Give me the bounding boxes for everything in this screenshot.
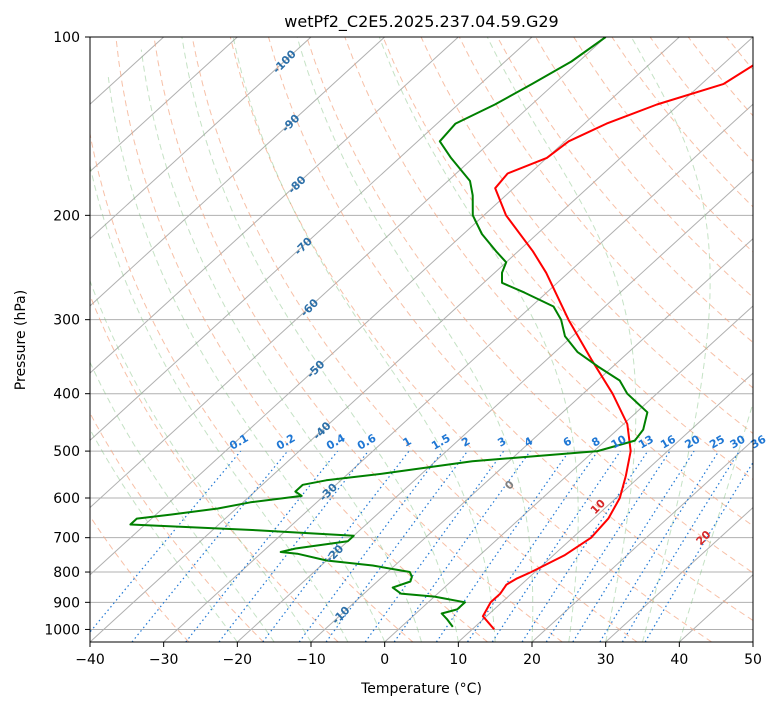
isotherm-line — [531, 439, 753, 642]
y-tick-label: 1000 — [44, 622, 80, 638]
mixing-ratio-line — [466, 450, 599, 642]
moist-adiabat-line — [630, 37, 711, 642]
y-axis-label: Pressure (hPa) — [13, 290, 29, 390]
moist-adiabat-line — [140, 49, 422, 642]
dry-adiabat-line — [153, 37, 563, 642]
dry-adiabat-line — [306, 37, 753, 574]
mixing-ratio-line — [521, 450, 649, 642]
dry-adiabat-line — [496, 37, 753, 344]
moist-adiabat-line — [296, 37, 534, 642]
plot-frame — [89, 36, 754, 643]
y-axis: 100 200 300 400 500 600 700 800 900 1000 — [44, 30, 90, 638]
isotherm-line — [90, 37, 533, 442]
x-tick-label: 50 — [744, 652, 762, 668]
series-layer — [129, 37, 753, 631]
sounding-series-2 — [129, 37, 649, 628]
mixing-ratio-line — [491, 450, 621, 642]
x-tick-label: 30 — [597, 652, 615, 668]
isotherm-line — [384, 305, 753, 642]
y-tick-label: 700 — [53, 531, 80, 547]
dry-adiabat-line — [191, 37, 638, 642]
moist-adiabat-line — [90, 279, 312, 642]
isotherm-line — [605, 506, 753, 642]
y-tick-label: 500 — [53, 444, 80, 460]
isotherm-line — [90, 37, 238, 173]
y-tick-label: 100 — [53, 30, 80, 46]
moist-adiabat-line — [378, 37, 579, 642]
x-tick-label: −30 — [149, 652, 179, 668]
isotherm-line — [90, 37, 753, 642]
x-tick-label: −40 — [75, 652, 105, 668]
dry-adiabat-line — [90, 131, 414, 642]
dry-adiabat-line — [90, 293, 339, 642]
mixing-ratio-line — [185, 450, 339, 642]
x-tick-label: −20 — [223, 652, 253, 668]
isotherm-line — [90, 37, 459, 374]
dry-adiabat-line — [90, 515, 190, 642]
x-tick-label: −10 — [296, 652, 326, 668]
x-axis-label: Temperature (°C) — [360, 681, 482, 697]
x-tick-label: 20 — [523, 652, 541, 668]
y-tick-label: 200 — [53, 208, 80, 224]
mixing-ratio-line — [644, 461, 753, 642]
x-axis: −40 −30 −20 −10 0 10 20 30 40 50 — [75, 642, 762, 668]
y-tick-label: 600 — [53, 491, 80, 507]
x-tick-label: 40 — [670, 652, 688, 668]
isotherm-line — [90, 37, 386, 307]
y-tick-label: 300 — [53, 313, 80, 329]
isotherm-line — [90, 37, 607, 509]
dry-adiabat-line — [229, 37, 712, 642]
isotherm-line — [457, 372, 753, 642]
isotherm-line — [90, 37, 680, 576]
sounding-series-1 — [481, 64, 753, 631]
dry-adiabat-line — [268, 37, 753, 622]
mixing-ratio-line — [435, 450, 570, 642]
mixing-ratio-line — [393, 450, 531, 642]
y-tick-label: 800 — [53, 565, 80, 581]
background-lines — [90, 37, 753, 642]
mixing-ratio-line — [599, 450, 720, 642]
moist-adiabat-line — [90, 428, 238, 642]
isotherm-line — [163, 103, 753, 642]
mixing-ratio-line — [621, 450, 740, 642]
mixing-ratio-line — [545, 450, 671, 642]
moist-adiabat-line — [486, 37, 637, 642]
dry-adiabat-line — [115, 37, 488, 642]
mixing-ratio-line — [262, 450, 410, 642]
isotherm-line — [90, 37, 312, 240]
x-tick-label: 10 — [449, 652, 467, 668]
dry-adiabat-line — [344, 37, 753, 527]
dry-adiabat-line — [535, 37, 753, 298]
y-tick-label: 900 — [53, 595, 80, 611]
dry-adiabat-line — [382, 37, 753, 481]
x-tick-label: 0 — [380, 652, 389, 668]
mixing-ratio-line — [131, 450, 289, 642]
chart-title: wetPf2_C2E5.2025.237.04.59.G29 — [284, 12, 558, 32]
y-tick-label: 400 — [53, 387, 80, 403]
isotherm-line — [310, 237, 753, 642]
mixing-ratio-line — [572, 450, 695, 642]
dry-adiabat-line — [90, 412, 264, 642]
moist-adiabat-line — [90, 163, 349, 642]
moist-adiabat-line — [232, 37, 496, 642]
moist-adiabat-line — [678, 401, 753, 642]
moist-adiabat-line — [107, 72, 386, 642]
